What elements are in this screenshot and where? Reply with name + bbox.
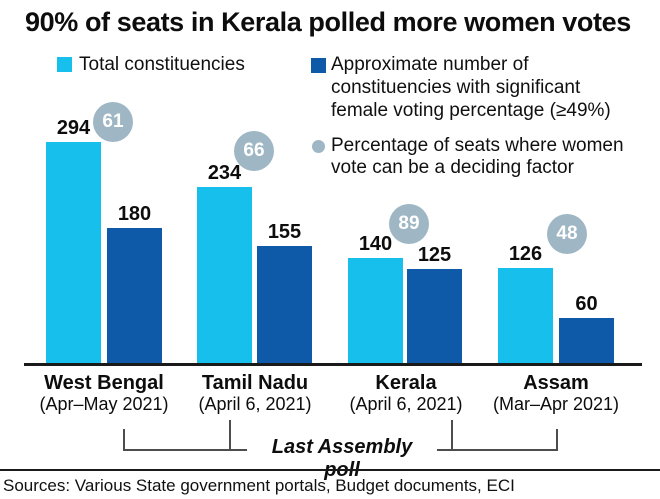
badge-assam: 48	[547, 214, 587, 254]
date-label-west-bengal: (Apr–May 2021)	[39, 394, 169, 414]
chart-title: 90% of seats in Kerala polled more women…	[25, 7, 631, 37]
bracket-left-tick-2	[229, 420, 231, 451]
value-label-west-bengal: 294	[56, 117, 91, 139]
x-axis-line	[24, 363, 642, 366]
legend-label-significant: Approximate number of constituencies wit…	[331, 54, 611, 121]
value-label-tamil-nadu: 234	[207, 162, 242, 184]
legend-label-total: Total constituencies	[79, 54, 245, 75]
footer-separator	[0, 469, 660, 471]
badge-kerala: 89	[389, 204, 429, 244]
value-label-kerala: 125	[417, 244, 452, 266]
bracket-left-tick-1	[123, 429, 125, 451]
bar-total-west-bengal	[46, 142, 101, 363]
bar-approximate-west-bengal	[107, 228, 162, 363]
value-label-west-bengal: 180	[117, 203, 152, 225]
value-label-tamil-nadu: 155	[267, 221, 302, 243]
state-label-tamil-nadu: Tamil Nadu	[201, 372, 309, 394]
bar-total-tamil-nadu	[197, 187, 252, 363]
date-label-assam: (Mar–Apr 2021)	[492, 394, 620, 414]
bar-approximate-kerala	[407, 269, 462, 363]
state-label-assam: Assam	[523, 372, 589, 394]
bar-approximate-tamil-nadu	[257, 246, 312, 363]
bracket-right-horizontal	[437, 449, 558, 451]
state-label-west-bengal: West Bengal	[44, 372, 164, 394]
date-label-kerala: (April 6, 2021)	[349, 394, 463, 414]
badge-west-bengal: 61	[93, 102, 133, 142]
bar-total-assam	[498, 268, 553, 363]
state-label-kerala: Kerala	[375, 372, 437, 394]
bar-total-kerala	[348, 258, 403, 363]
source-line: Sources: Various State government portal…	[3, 476, 515, 495]
bar-approximate-assam	[559, 318, 614, 363]
legend-label-badge: Percentage of seats where women vote can…	[331, 135, 624, 178]
bracket-right-tick-2	[556, 429, 558, 451]
badge-tamil-nadu: 66	[234, 131, 274, 171]
bracket-right-tick-1	[451, 420, 453, 451]
date-label-tamil-nadu: (April 6, 2021)	[198, 394, 312, 414]
legend-swatch-significant	[311, 58, 326, 73]
legend-bullet-badge	[312, 140, 325, 153]
value-label-assam: 126	[508, 243, 543, 265]
value-label-assam: 60	[575, 293, 598, 315]
bracket-left-horizontal	[123, 449, 247, 451]
legend-swatch-total	[57, 57, 72, 72]
value-label-kerala: 140	[358, 233, 393, 255]
